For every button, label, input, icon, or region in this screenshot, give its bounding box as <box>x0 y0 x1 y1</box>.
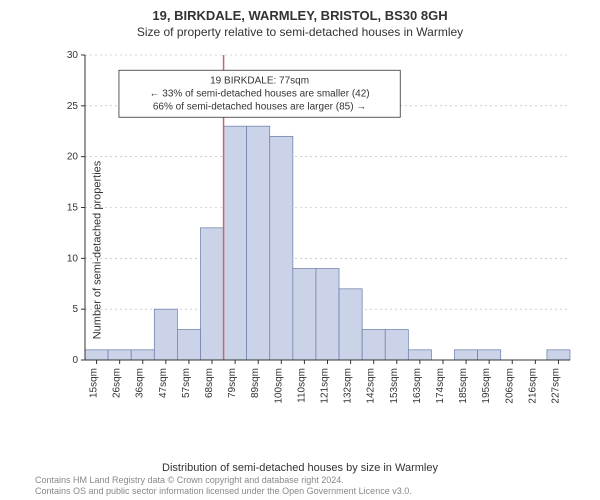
bar <box>200 228 223 360</box>
svg-text:132sqm: 132sqm <box>343 368 354 404</box>
chart-title-sub: Size of property relative to semi-detach… <box>0 25 600 39</box>
bar <box>316 269 339 361</box>
bar <box>131 350 154 360</box>
svg-text:47sqm: 47sqm <box>158 368 169 398</box>
bar <box>478 350 501 360</box>
svg-text:15sqm: 15sqm <box>89 368 100 398</box>
bar <box>293 269 316 361</box>
footer-line1: Contains HM Land Registry data © Crown c… <box>35 475 344 485</box>
footer-line2: Contains OS and public sector informatio… <box>35 486 412 496</box>
bar <box>547 350 570 360</box>
svg-text:110sqm: 110sqm <box>296 368 307 403</box>
svg-text:15: 15 <box>67 203 79 214</box>
bar <box>408 350 431 360</box>
svg-text:0: 0 <box>72 355 78 366</box>
svg-text:26sqm: 26sqm <box>112 368 123 398</box>
svg-text:5: 5 <box>72 304 78 315</box>
svg-text:216sqm: 216sqm <box>527 368 538 404</box>
svg-text:153sqm: 153sqm <box>389 368 400 404</box>
annotation-line: 19 BIRKDALE: 77sqm <box>210 75 309 86</box>
svg-text:25: 25 <box>67 101 79 112</box>
bar <box>177 330 200 361</box>
bar <box>85 350 108 360</box>
svg-text:30: 30 <box>67 50 79 61</box>
svg-text:89sqm: 89sqm <box>250 368 261 398</box>
svg-text:227sqm: 227sqm <box>550 368 561 404</box>
plot-area: 0 5 10 15 20 25 30 15sqm 26sqm 36sqm 47sqm 57sqm 68s… <box>60 50 580 420</box>
svg-text:68sqm: 68sqm <box>204 368 215 398</box>
bar <box>455 350 478 360</box>
svg-text:79sqm: 79sqm <box>227 368 238 398</box>
bar <box>270 136 293 360</box>
bar <box>247 126 270 360</box>
chart-svg: 0 5 10 15 20 25 30 15sqm 26sqm 36sqm 47sqm 57sqm 68s… <box>60 50 580 420</box>
chart-title-main: 19, BIRKDALE, WARMLEY, BRISTOL, BS30 8GH <box>0 0 600 23</box>
annotation-line: 66% of semi-detached houses are larger (… <box>153 101 366 112</box>
svg-text:185sqm: 185sqm <box>458 368 469 404</box>
svg-text:163sqm: 163sqm <box>412 368 423 404</box>
bar <box>339 289 362 360</box>
bar <box>224 126 247 360</box>
svg-text:10: 10 <box>67 253 79 264</box>
footer-attribution: Contains HM Land Registry data © Crown c… <box>35 475 412 497</box>
svg-text:20: 20 <box>67 152 79 163</box>
annotation-line: ← 33% of semi-detached houses are smalle… <box>150 88 370 99</box>
svg-text:36sqm: 36sqm <box>135 368 146 398</box>
bar <box>362 330 385 361</box>
svg-text:206sqm: 206sqm <box>504 368 515 404</box>
svg-text:142sqm: 142sqm <box>366 368 377 404</box>
svg-text:195sqm: 195sqm <box>481 368 492 404</box>
x-axis-label: Distribution of semi-detached houses by … <box>162 462 438 474</box>
bar <box>385 330 408 361</box>
svg-text:121sqm: 121sqm <box>320 368 331 404</box>
bar <box>154 309 177 360</box>
bar <box>108 350 131 360</box>
svg-text:57sqm: 57sqm <box>181 368 192 398</box>
svg-text:174sqm: 174sqm <box>435 368 446 404</box>
svg-text:100sqm: 100sqm <box>273 368 284 404</box>
